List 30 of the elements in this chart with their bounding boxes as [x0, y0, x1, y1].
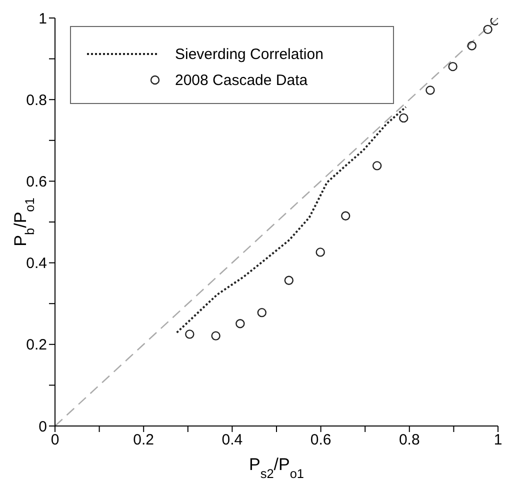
line-series — [176, 106, 407, 334]
point — [284, 276, 294, 285]
legend-label: Sieverding Correlation — [175, 46, 324, 62]
point — [483, 24, 492, 34]
point — [185, 330, 194, 339]
y-tick-label: 0.4 — [26, 255, 47, 272]
x-tick-label: 0.4 — [222, 432, 243, 449]
point — [236, 318, 245, 328]
x-tick-label: 0.8 — [398, 432, 420, 449]
y-tick-label: 0 — [38, 418, 47, 436]
x-axis-title: P$_{s2}$/P$_{o1}$ — [248, 455, 304, 480]
x-tick-label: 0.2 — [133, 432, 154, 449]
point — [399, 113, 408, 123]
point — [490, 18, 498, 26]
legend-label: 2008 Cascade Data — [175, 72, 308, 88]
point — [257, 308, 266, 318]
x-tick-label: 0.6 — [310, 432, 332, 449]
x-tick-label: 0 — [50, 432, 60, 449]
point — [316, 248, 325, 257]
y-tick-label: 0.2 — [26, 336, 47, 354]
point — [341, 211, 350, 220]
x-tick-label: 1 — [494, 432, 502, 449]
point — [426, 86, 435, 95]
point — [448, 62, 458, 72]
y-tick-label: 0.6 — [26, 174, 47, 191]
y-tick-label: 0.8 — [26, 92, 47, 109]
point — [467, 41, 476, 50]
y-tick-label: 1 — [38, 10, 47, 28]
point — [372, 161, 382, 170]
point — [211, 331, 220, 340]
